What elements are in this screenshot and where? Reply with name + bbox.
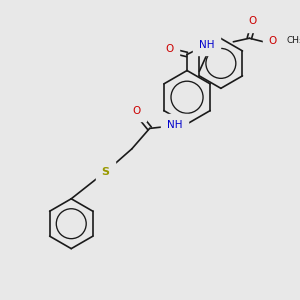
Text: S: S [101,167,109,177]
Text: O: O [268,36,277,46]
Text: O: O [249,16,257,26]
Text: NH: NH [167,120,182,130]
Text: O: O [132,106,140,116]
Text: CH₃: CH₃ [287,35,300,44]
Text: NH: NH [199,40,214,50]
Text: O: O [165,44,173,54]
